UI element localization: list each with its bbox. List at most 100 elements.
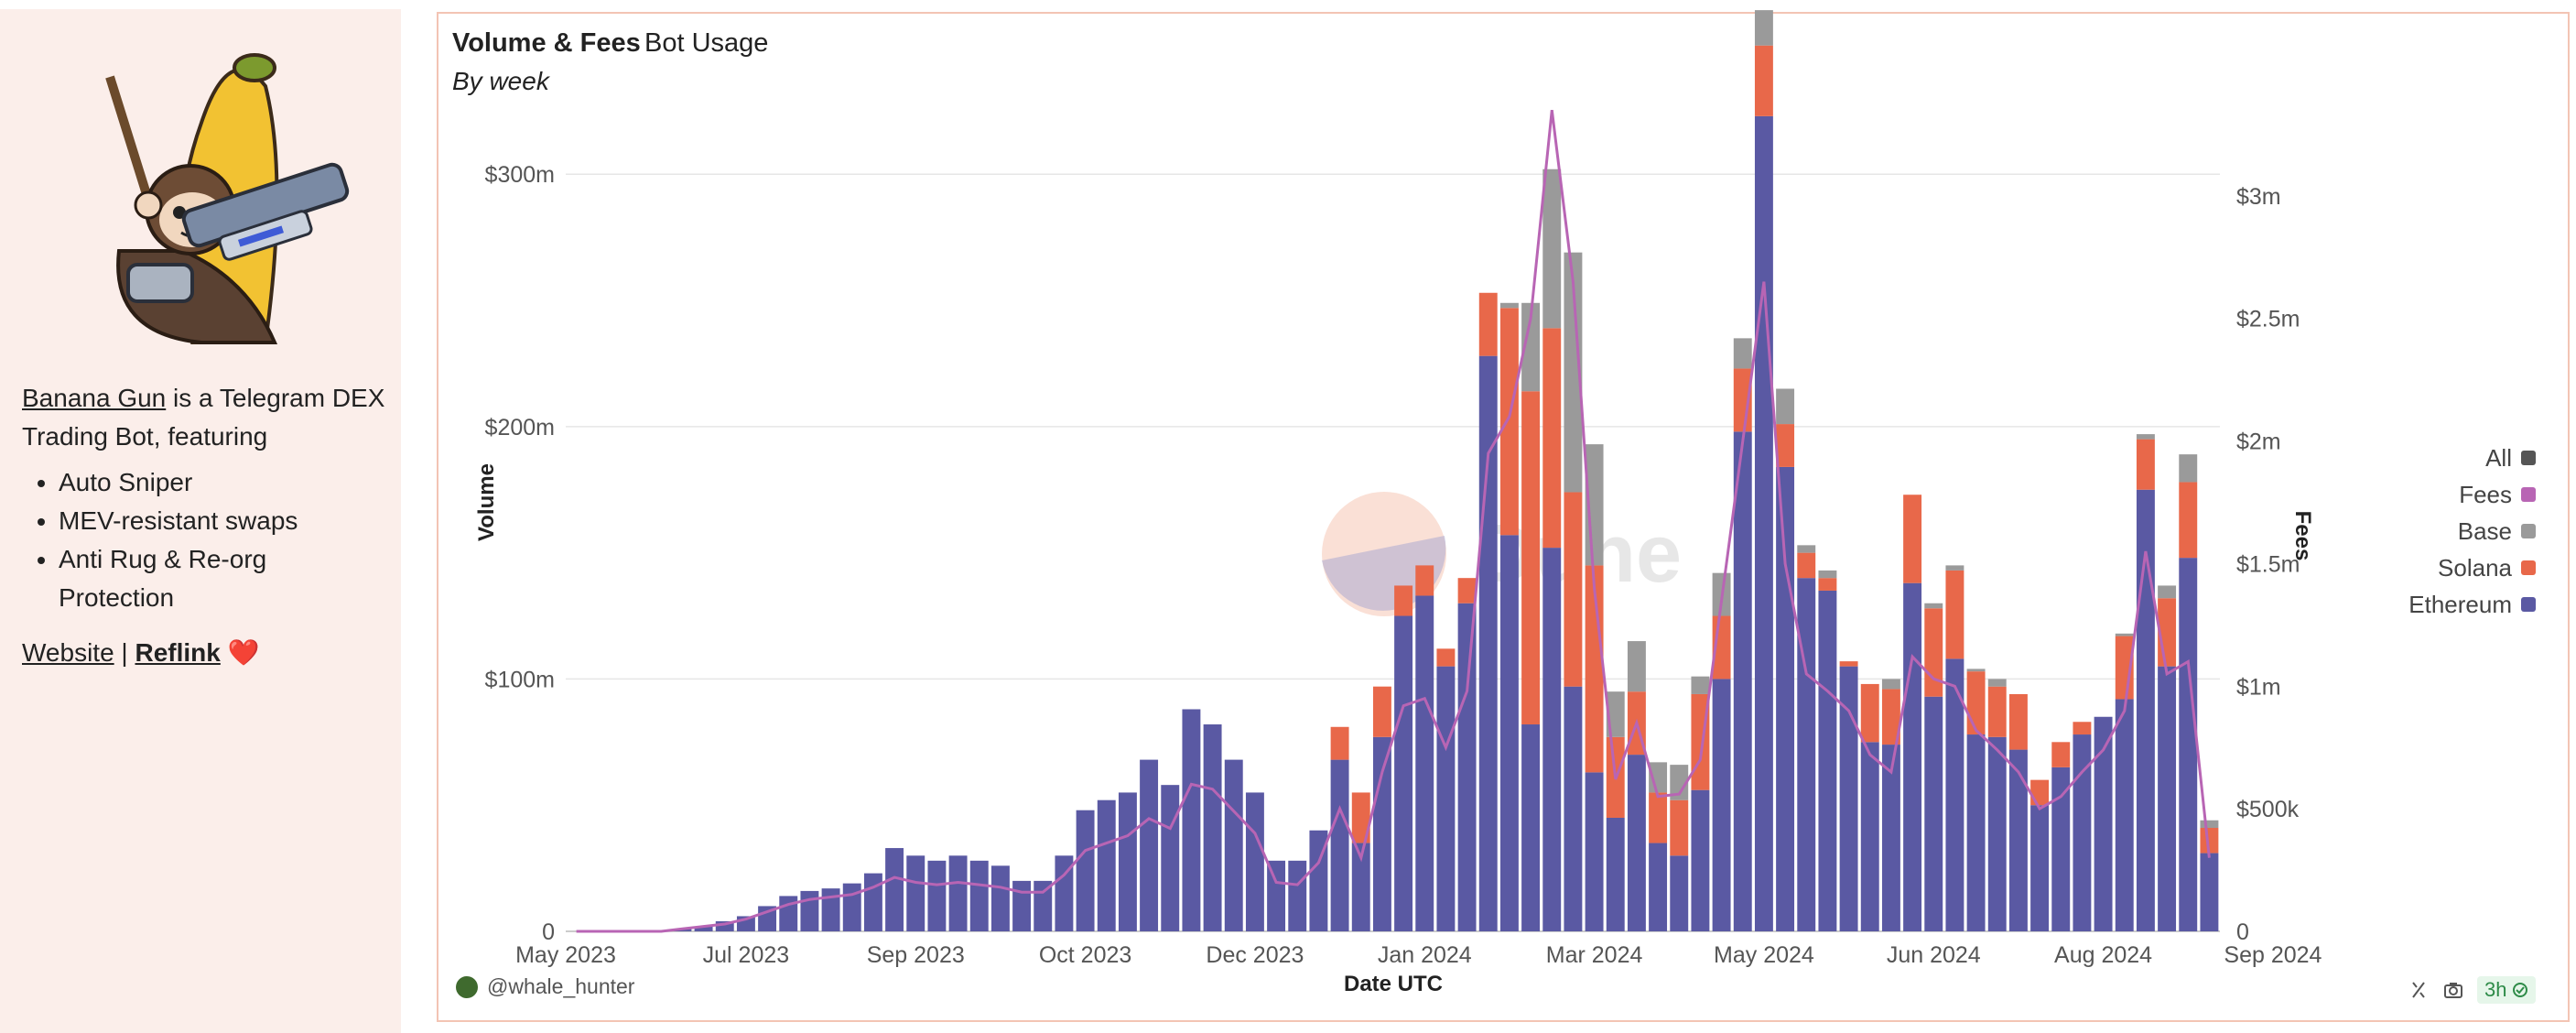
bar-solana: [1924, 608, 1943, 697]
bot-description: Banana Gun is a Telegram DEX Trading Bot…: [22, 379, 388, 672]
monkey-mascot-illustration: [105, 53, 350, 344]
chart-legend: All Fees Base Solana Ethereum: [2408, 440, 2536, 623]
bar-solana: [2051, 742, 2071, 767]
bar-ethereum: [1924, 696, 1943, 931]
bar-base: [1987, 679, 2007, 687]
reflink-link[interactable]: Reflink: [135, 638, 221, 667]
tab-bot-usage[interactable]: Bot Usage: [644, 28, 769, 58]
bar-solana: [1457, 578, 1477, 603]
bar-ethereum: [2051, 767, 2071, 931]
x-tick-label: Sep 2023: [867, 942, 965, 968]
bar-ethereum: [948, 855, 968, 931]
link-separator: |: [121, 638, 128, 667]
legend-swatch: [2521, 597, 2536, 612]
bar-ethereum: [906, 855, 925, 931]
bar-base: [1776, 388, 1795, 425]
y2-tick-label: $500k: [2236, 797, 2300, 822]
x-tick-label: Aug 2024: [2054, 942, 2152, 968]
bar-solana: [1372, 686, 1391, 737]
bar-ethereum: [800, 890, 819, 931]
bar-solana: [1330, 726, 1349, 760]
bar-solana: [2008, 693, 2028, 750]
x-tick-label: Mar 2024: [1546, 942, 1643, 968]
legend-swatch: [2521, 524, 2536, 538]
bar-ethereum: [1754, 115, 1773, 932]
author-credit[interactable]: @whale_hunter: [456, 974, 634, 999]
fork-icon[interactable]: [2408, 979, 2430, 1001]
bar-base: [2200, 820, 2219, 829]
y2-tick-label: $1.5m: [2236, 551, 2300, 577]
bar-ethereum: [1733, 431, 1752, 931]
bar-ethereum: [1839, 666, 1858, 931]
bar-solana: [1966, 671, 1986, 735]
bar-solana: [1818, 578, 1837, 591]
bar-ethereum: [1564, 686, 1583, 931]
bar-ethereum: [1881, 745, 1900, 931]
banana-gun-link[interactable]: Banana Gun: [22, 384, 167, 412]
bar-ethereum: [990, 865, 1010, 931]
bar-solana: [1649, 792, 1668, 843]
bar-base: [1924, 603, 1943, 609]
y-tick-label: $300m: [485, 162, 555, 188]
bar-solana: [1903, 495, 1922, 583]
x-tick-label: Oct 2023: [1039, 942, 1131, 968]
y2-tick-label: 0: [2236, 919, 2249, 945]
legend-item-all[interactable]: All: [2408, 440, 2536, 476]
website-link[interactable]: Website: [22, 638, 114, 667]
legend-item-solana[interactable]: Solana: [2408, 549, 2536, 586]
refresh-badge[interactable]: 3h: [2477, 976, 2537, 1004]
bar-solana: [1436, 648, 1456, 667]
bar-ethereum: [1245, 792, 1264, 931]
bar-ethereum: [842, 883, 861, 931]
legend-item-fees[interactable]: Fees: [2408, 476, 2536, 513]
bar-solana: [1839, 661, 1858, 667]
bar-ethereum: [821, 888, 840, 931]
camera-icon[interactable]: [2442, 979, 2464, 1001]
bar-ethereum: [715, 920, 734, 931]
y-axis-label: Volume: [474, 463, 499, 541]
bar-solana: [1797, 552, 1816, 579]
bar-ethereum: [2136, 489, 2155, 931]
legend-item-ethereum[interactable]: Ethereum: [2408, 586, 2536, 623]
x-axis-label: Date UTC: [1344, 972, 1443, 996]
bar-base: [1945, 565, 1964, 571]
bar-ethereum: [1797, 578, 1816, 931]
bar-ethereum: [1224, 759, 1243, 931]
bar-ethereum: [694, 926, 713, 931]
bar-solana: [1351, 792, 1370, 843]
bar-solana: [1670, 799, 1689, 856]
bar-ethereum: [1012, 880, 1032, 931]
legend-item-base[interactable]: Base: [2408, 513, 2536, 549]
bar-ethereum: [1055, 855, 1074, 931]
bar-ethereum: [1542, 548, 1562, 931]
bar-ethereum: [2115, 699, 2134, 931]
y2-tick-label: $3m: [2236, 184, 2281, 210]
bar-ethereum: [1776, 466, 1795, 931]
bar-ethereum: [1394, 615, 1413, 931]
bar-ethereum: [1521, 724, 1541, 931]
bar-ethereum: [863, 873, 882, 931]
bar-base: [1733, 338, 1752, 369]
bar-ethereum: [1457, 603, 1477, 931]
bar-ethereum: [1203, 724, 1222, 931]
bar-ethereum: [2008, 749, 2028, 931]
dune-logo-watermark: [1322, 492, 1446, 616]
bar-ethereum: [1309, 830, 1328, 931]
x-tick-label: Jun 2024: [1887, 942, 1981, 968]
bar-ethereum: [927, 860, 947, 931]
bar-ethereum: [2200, 853, 2219, 931]
bar-ethereum: [1415, 595, 1434, 931]
bar-ethereum: [1118, 792, 1137, 931]
tab-volume-fees[interactable]: Volume & Fees: [452, 28, 641, 58]
legend-label: All: [2485, 444, 2512, 472]
bar-ethereum: [2030, 805, 2050, 931]
bar-solana: [1881, 689, 1900, 745]
bar-ethereum: [1860, 742, 1879, 931]
bar-base: [1670, 765, 1689, 800]
bar-ethereum: [1945, 658, 1964, 931]
bar-ethereum: [2073, 734, 2092, 931]
y2-tick-label: $1m: [2236, 674, 2281, 700]
bar-base: [1754, 10, 1773, 46]
intro-text: is a Telegram DEX Trading Bot, featuring: [22, 384, 385, 451]
bar-solana: [1987, 686, 2007, 737]
